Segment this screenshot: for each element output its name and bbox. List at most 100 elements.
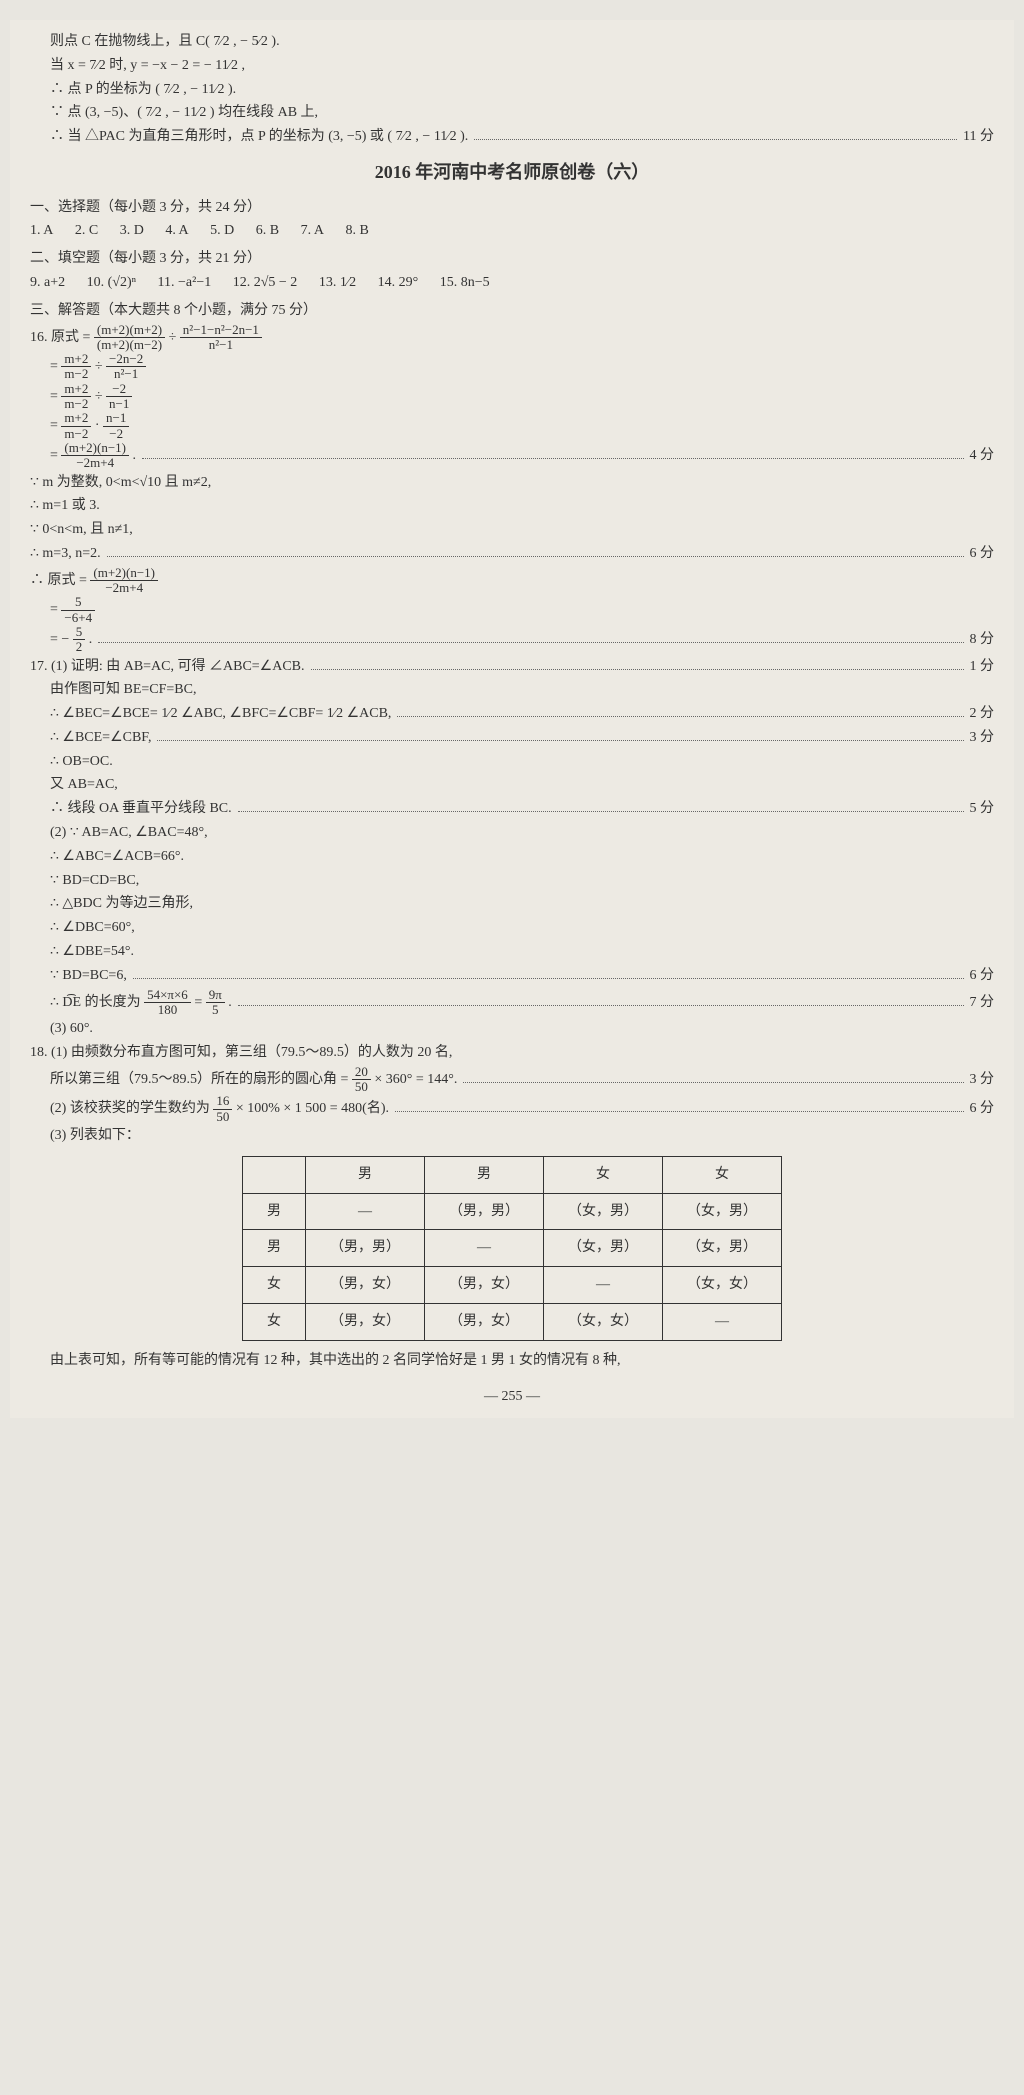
line: ∵ m 为整数, 0<m<√10 且 m≠2,	[30, 471, 994, 495]
line: (3) 列表如下：	[50, 1124, 994, 1148]
table-cell: （男，男）	[306, 1230, 425, 1267]
line: ∴ m=3, n=2.	[30, 542, 101, 566]
q16: 16. 原式 = (m+2)(m+2)(m+2)(m−2) ÷ n²−1−n²−…	[30, 323, 994, 655]
page-number: — 255 —	[30, 1385, 994, 1409]
score: 1 分	[970, 655, 995, 679]
score: 6 分	[970, 542, 995, 566]
line: ∵ BD=BC=6,	[50, 964, 127, 988]
dotted-leader	[311, 655, 964, 670]
answer: 12. 2√5 − 2	[233, 275, 298, 290]
table-cell: 女	[544, 1156, 663, 1193]
dotted-leader	[395, 1097, 963, 1112]
score: 5 分	[970, 797, 995, 821]
answer: 13. 1⁄2	[319, 275, 356, 290]
fill-answers: 9. a+2 10. (√2)ⁿ 11. −a²−1 12. 2√5 − 2 1…	[30, 271, 994, 295]
line: ∴ 当 △PAC 为直角三角形时，点 P 的坐标为 (3, −5) 或 ( 7⁄…	[50, 125, 468, 149]
answer: 4. A	[165, 223, 188, 238]
line: (2) ∵ AB=AC, ∠BAC=48°,	[50, 821, 994, 845]
dotted-leader	[463, 1068, 963, 1083]
line: 由上表可知，所有等可能的情况有 12 种，其中选出的 2 名同学恰好是 1 男 …	[50, 1349, 994, 1373]
table-cell: （女，女）	[663, 1267, 782, 1304]
line: ∴ ∠ABC=∠ACB=66°.	[50, 845, 994, 869]
line: ∴ OB=OC.	[50, 750, 994, 774]
line: 当 x = 7⁄2 时, y = −x − 2 = − 11⁄2 ,	[50, 54, 994, 78]
dotted-leader	[98, 628, 963, 643]
table-cell: （男，女）	[425, 1304, 544, 1341]
section-head-1: 一、选择题（每小题 3 分，共 24 分）	[30, 196, 994, 220]
table-row: 男 （男，男） — （女，男） （女，男）	[243, 1230, 782, 1267]
answer: 8. B	[345, 223, 368, 238]
table-cell: 男	[425, 1156, 544, 1193]
table-cell: （女，男）	[544, 1230, 663, 1267]
table-cell: 男	[306, 1156, 425, 1193]
line: ∴ ∠BEC=∠BCE= 1⁄2 ∠ABC, ∠BFC=∠CBF= 1⁄2 ∠A…	[50, 702, 391, 726]
answer: 7. A	[301, 223, 324, 238]
choice-answers: 1. A 2. C 3. D 4. A 5. D 6. B 7. A 8. B	[30, 219, 994, 243]
answer: 15. 8n−5	[440, 275, 490, 290]
dotted-leader	[142, 444, 964, 459]
score: 2 分	[970, 702, 995, 726]
table-cell: 男	[243, 1230, 306, 1267]
dotted-leader	[107, 542, 964, 557]
score: 3 分	[970, 726, 995, 750]
score: 6 分	[970, 1097, 995, 1121]
line: ∴ 线段 OA 垂直平分线段 BC.	[50, 797, 232, 821]
line: ∴ ∠DBE=54°.	[50, 940, 994, 964]
table-cell: （男，女）	[425, 1267, 544, 1304]
score: 7 分	[970, 991, 995, 1015]
probability-table: 男 男 女 女 男 — （男，男） （女，男） （女，男） 男 （男，男） — …	[242, 1156, 782, 1341]
answer: 6. B	[256, 223, 279, 238]
top-fragment: 则点 C 在抛物线上，且 C( 7⁄2 , − 5⁄2 ). 当 x = 7⁄2…	[50, 30, 994, 149]
table-cell: 女	[243, 1304, 306, 1341]
score: 3 分	[970, 1068, 995, 1092]
table-cell: 女	[663, 1156, 782, 1193]
table-cell: —	[544, 1267, 663, 1304]
line: 则点 C 在抛物线上，且 C( 7⁄2 , − 5⁄2 ).	[50, 30, 994, 54]
line: ∴ ∠BCE=∠CBF,	[50, 726, 151, 750]
answer: 10. (√2)ⁿ	[87, 275, 136, 290]
q18: 18. (1) 由频数分布直方图可知，第三组（79.5～89.5）的人数为 20…	[30, 1041, 994, 1373]
line: ∴ 点 P 的坐标为 ( 7⁄2 , − 11⁄2 ).	[50, 78, 994, 102]
table-cell: （女，男）	[663, 1230, 782, 1267]
dotted-leader	[157, 726, 963, 741]
line: ∵ 点 (3, −5)、( 7⁄2 , − 11⁄2 ) 均在线段 AB 上,	[50, 101, 994, 125]
table-cell: （女，男）	[663, 1193, 782, 1230]
table-row: 女 （男，女） （男，女） — （女，女）	[243, 1267, 782, 1304]
line: 又 AB=AC,	[50, 773, 994, 797]
table-row: 女 （男，女） （男，女） （女，女） —	[243, 1304, 782, 1341]
answer: 5. D	[210, 223, 234, 238]
table-row: 男 — （男，男） （女，男） （女，男）	[243, 1193, 782, 1230]
label: 16. 原式 =	[30, 330, 94, 345]
line: ∵ 0<n<m, 且 n≠1,	[30, 518, 994, 542]
table-cell: （女，男）	[544, 1193, 663, 1230]
table-cell	[243, 1156, 306, 1193]
line: 18. (1) 由频数分布直方图可知，第三组（79.5～89.5）的人数为 20…	[30, 1041, 994, 1065]
table-cell: —	[425, 1230, 544, 1267]
table-cell: （男，男）	[425, 1193, 544, 1230]
answer: 1. A	[30, 223, 53, 238]
paper-title: 2016 年河南中考名师原创卷（六）	[30, 157, 994, 188]
dotted-leader	[397, 702, 963, 717]
dotted-leader	[238, 797, 964, 812]
line: ∵ BD=CD=BC,	[50, 869, 994, 893]
line: 17. (1) 证明: 由 AB=AC, 可得 ∠ABC=∠ACB.	[30, 655, 305, 679]
dotted-leader	[133, 964, 964, 979]
table-cell: 女	[243, 1267, 306, 1304]
score: 6 分	[970, 964, 995, 988]
score: 4 分	[970, 444, 995, 468]
answer: 2. C	[75, 223, 98, 238]
q17: 17. (1) 证明: 由 AB=AC, 可得 ∠ABC=∠ACB. 1 分 由…	[30, 655, 994, 1042]
dotted-leader	[238, 991, 964, 1006]
answer: 11. −a²−1	[158, 275, 212, 290]
line: ∴ △BDC 为等边三角形,	[50, 892, 994, 916]
answer: 3. D	[120, 223, 144, 238]
table-cell: —	[663, 1304, 782, 1341]
line: ∴ m=1 或 3.	[30, 494, 994, 518]
table-cell: —	[306, 1193, 425, 1230]
dotted-leader	[474, 125, 957, 140]
table-cell: （男，女）	[306, 1267, 425, 1304]
line: ∴ ∠DBC=60°,	[50, 916, 994, 940]
table-cell: 男	[243, 1193, 306, 1230]
table-cell: （女，女）	[544, 1304, 663, 1341]
score: 8 分	[970, 628, 995, 652]
